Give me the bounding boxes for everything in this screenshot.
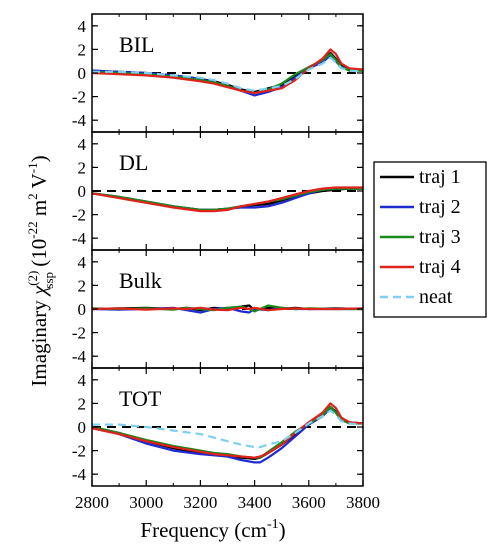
legend-item-traj-2: traj 2 xyxy=(380,196,461,218)
y-tick-label: -4 xyxy=(72,465,87,484)
y-tick-label: 4 xyxy=(78,135,87,154)
y-tick-label: 2 xyxy=(78,394,87,413)
x-tick-label: 3000 xyxy=(129,493,163,512)
y-tick-label: 4 xyxy=(78,371,87,390)
x-tick-label: 3600 xyxy=(292,493,326,512)
series-line-neat xyxy=(92,56,364,92)
y-tick-label: 0 xyxy=(78,182,87,201)
legend-item-traj-1: traj 1 xyxy=(380,166,461,188)
x-tick-label: 3400 xyxy=(238,493,272,512)
legend: traj 1 traj 2 traj 3 traj 4 neat xyxy=(373,161,487,318)
y-tick-label: 0 xyxy=(78,64,87,83)
legend-label: traj 3 xyxy=(419,226,461,248)
x-tick-label: 2800 xyxy=(75,493,109,512)
series-line-traj-4 xyxy=(91,402,364,459)
y-tick-label: 2 xyxy=(78,40,87,59)
y-tick-label: 2 xyxy=(78,276,87,295)
y-tick-label: -4 xyxy=(72,229,87,248)
series-line-traj-4 xyxy=(91,306,364,312)
x-tick-label: 3200 xyxy=(183,493,217,512)
series-line-traj-3 xyxy=(91,405,363,459)
y-tick-label: -2 xyxy=(72,324,86,343)
y-tick-label: -2 xyxy=(72,206,86,225)
panel-bil: -4 -2 0 2 4 BIL xyxy=(72,13,364,133)
y-tick-label: 4 xyxy=(78,253,87,272)
panel-tot: -4 -2 0 2 4 TOT xyxy=(72,367,364,487)
legend-item-traj-3: traj 3 xyxy=(380,226,461,248)
panel-label-bulk: Bulk xyxy=(119,268,162,293)
series-line-traj-4 xyxy=(91,186,363,213)
y-axis-label: Imaginary χ(2)ssp (10-22 m2 V-1) xyxy=(25,155,56,386)
legend-item-neat: neat xyxy=(380,286,453,308)
x-axis-label: Frequency (cm-1) xyxy=(140,517,285,542)
x-tick-label: 3800 xyxy=(346,493,380,512)
y-tick-label: -2 xyxy=(72,442,86,461)
y-tick-label: -4 xyxy=(72,111,87,130)
y-tick-label: 4 xyxy=(78,17,87,36)
legend-label: traj 2 xyxy=(419,196,461,218)
panel-label-dl: DL xyxy=(119,150,148,175)
y-tick-label: 0 xyxy=(78,300,87,319)
y-tick-label: -4 xyxy=(72,347,87,366)
y-tick-label: 0 xyxy=(78,418,87,437)
legend-label: traj 4 xyxy=(419,256,461,278)
x-tick-labels: 2800 3000 3200 3400 3600 3800 xyxy=(75,493,380,512)
series-line-neat xyxy=(92,409,364,449)
y-tick-label: 2 xyxy=(78,158,87,177)
legend-item-traj-4: traj 4 xyxy=(380,256,461,278)
panel-bulk: -4 -2 0 2 4 Bulk xyxy=(72,249,364,369)
panels: -4 -2 0 2 4 BIL -4 -2 0 2 4 DL -4 -2 0 2 4 Bulk -4 -2 0 2 4 TOT xyxy=(72,13,364,487)
panel-dl: -4 -2 0 2 4 DL xyxy=(72,131,364,251)
legend-box xyxy=(373,161,487,318)
y-tick-label: -2 xyxy=(72,88,86,107)
series-line-traj-4 xyxy=(91,48,364,95)
legend-label: traj 1 xyxy=(419,166,461,188)
legend-label: neat xyxy=(419,286,453,308)
panel-label-tot: TOT xyxy=(119,386,162,411)
panel-label-bil: BIL xyxy=(119,32,154,57)
